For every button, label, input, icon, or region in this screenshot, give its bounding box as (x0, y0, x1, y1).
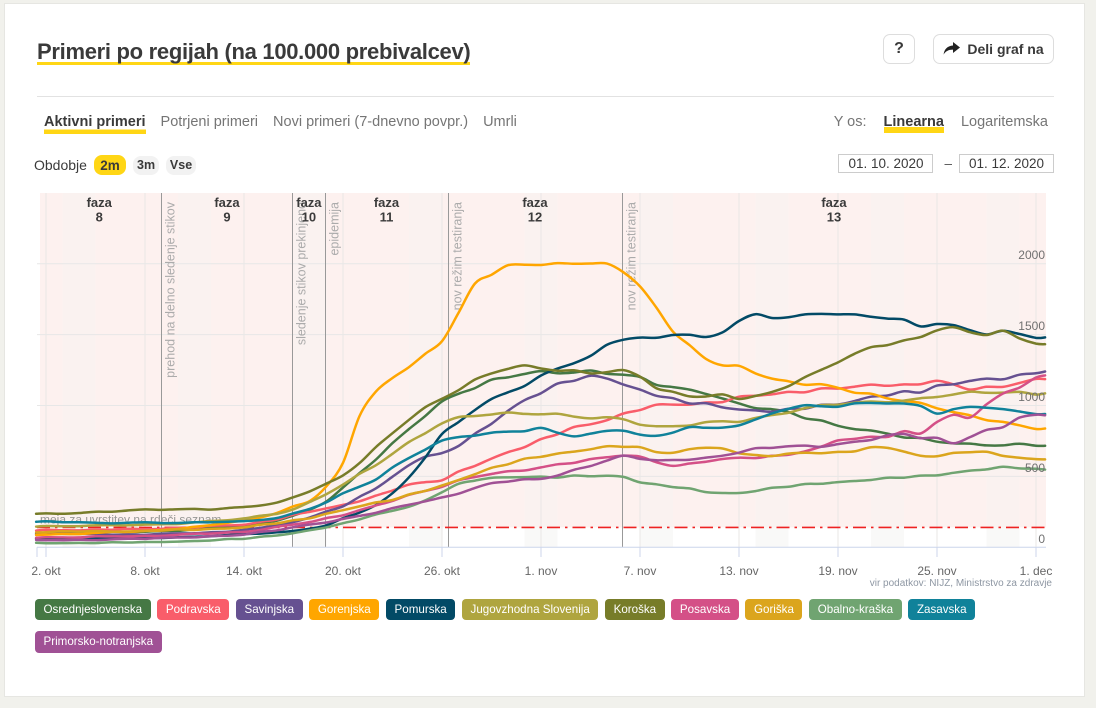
svg-text:8. okt: 8. okt (130, 564, 160, 578)
svg-text:faza: faza (87, 195, 113, 210)
svg-text:7. nov: 7. nov (624, 564, 657, 578)
svg-text:faza: faza (374, 195, 400, 210)
svg-text:nov režim testiranja: nov režim testiranja (625, 202, 639, 310)
svg-text:13. nov: 13. nov (719, 564, 758, 578)
svg-text:10: 10 (302, 210, 316, 225)
svg-text:sledenje stikov prekinjeno: sledenje stikov prekinjeno (295, 202, 309, 345)
svg-text:1. nov: 1. nov (525, 564, 558, 578)
svg-text:9: 9 (223, 210, 230, 225)
svg-text:0: 0 (1038, 532, 1045, 546)
svg-text:faza: faza (214, 195, 240, 210)
svg-text:11: 11 (380, 210, 394, 225)
svg-text:8: 8 (96, 210, 103, 225)
svg-text:20. okt: 20. okt (325, 564, 362, 578)
svg-text:2. okt: 2. okt (31, 564, 61, 578)
svg-text:faza: faza (821, 195, 847, 210)
svg-text:faza: faza (296, 195, 322, 210)
svg-text:2000: 2000 (1018, 248, 1045, 262)
svg-text:1500: 1500 (1018, 319, 1045, 333)
svg-text:500: 500 (1025, 461, 1045, 475)
svg-text:epidemija: epidemija (328, 202, 342, 256)
svg-text:prehod na delno sledenje stiko: prehod na delno sledenje stikov (164, 201, 178, 378)
svg-text:1000: 1000 (1018, 390, 1045, 404)
svg-text:faza: faza (522, 195, 548, 210)
svg-text:nov režim testiranja: nov režim testiranja (451, 202, 465, 310)
svg-text:26. okt: 26. okt (424, 564, 461, 578)
svg-text:25. nov: 25. nov (917, 564, 956, 578)
svg-text:1. dec: 1. dec (1020, 564, 1053, 578)
svg-text:19. nov: 19. nov (818, 564, 857, 578)
svg-text:12: 12 (528, 210, 542, 225)
svg-text:14. okt: 14. okt (226, 564, 263, 578)
svg-text:13: 13 (827, 210, 841, 225)
